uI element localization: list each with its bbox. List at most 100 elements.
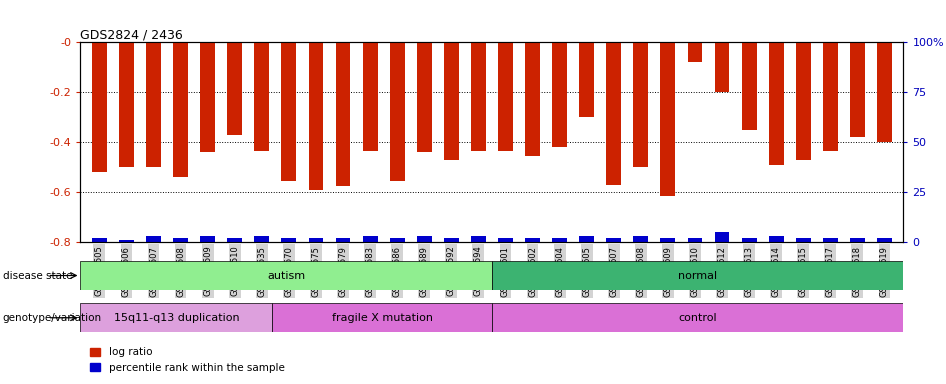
Text: GSM176579: GSM176579 [339,246,347,296]
Bar [742,238,757,242]
Text: disease state: disease state [3,270,72,281]
Text: GSM176508: GSM176508 [176,246,185,296]
Text: autism: autism [267,270,306,281]
Text: GSM176602: GSM176602 [528,246,537,296]
Bar [552,238,567,242]
Bar [417,42,431,152]
Text: GSM176619: GSM176619 [880,246,889,296]
Text: GSM176589: GSM176589 [420,246,429,296]
Bar [146,236,161,242]
Bar [660,238,675,242]
Bar [850,42,865,137]
Bar [606,238,622,242]
Bar [634,42,648,167]
Bar [362,236,377,242]
Bar [606,42,622,185]
Bar [492,303,903,332]
Bar [308,238,324,242]
Text: GSM176615: GSM176615 [798,246,808,296]
Bar [492,261,903,290]
Bar [92,42,107,172]
Bar [796,238,811,242]
Text: GSM176592: GSM176592 [447,246,456,296]
Bar [525,42,540,156]
Bar [552,42,567,147]
Text: GSM176608: GSM176608 [637,246,645,297]
Bar [579,42,594,117]
Bar [281,238,296,242]
Bar [714,232,729,242]
Bar [201,42,215,152]
Text: GSM176575: GSM176575 [311,246,321,296]
Text: GSM176607: GSM176607 [609,246,619,297]
Bar [498,42,513,151]
Text: GSM176618: GSM176618 [853,246,862,297]
Bar [119,42,134,167]
Bar [769,42,783,165]
Text: GSM176535: GSM176535 [257,246,267,296]
Bar [390,42,405,181]
Text: GDS2824 / 2436: GDS2824 / 2436 [80,28,184,41]
Bar [525,238,540,242]
Text: GSM176612: GSM176612 [717,246,727,296]
Bar [471,236,486,242]
Bar [173,238,188,242]
Bar [877,238,892,242]
Text: GSM176583: GSM176583 [365,246,375,297]
Bar [823,42,838,151]
Bar [336,238,350,242]
Text: GSM176505: GSM176505 [95,246,104,296]
Bar [634,236,648,242]
Bar [227,238,242,242]
Text: GSM176613: GSM176613 [745,246,754,297]
Text: GSM176609: GSM176609 [663,246,673,296]
Text: 15q11-q13 duplication: 15q11-q13 duplication [114,313,239,323]
Bar [146,42,161,167]
Bar [471,42,486,151]
Bar [742,42,757,130]
Text: GSM176604: GSM176604 [555,246,564,296]
Bar [877,42,892,142]
Bar [173,42,188,177]
Text: fragile X mutation: fragile X mutation [332,313,432,323]
Bar [336,42,350,186]
Text: GSM176605: GSM176605 [582,246,591,296]
Bar [688,42,703,62]
Bar [417,236,431,242]
Bar [227,42,242,135]
Bar [281,42,296,181]
Text: GSM176506: GSM176506 [122,246,131,296]
Text: GSM176594: GSM176594 [474,246,482,296]
Bar [80,261,492,290]
Bar [254,236,270,242]
Text: normal: normal [678,270,717,281]
Text: GSM176510: GSM176510 [230,246,239,296]
Bar [272,303,492,332]
Bar [119,240,134,242]
Bar [444,238,459,242]
Text: GSM176570: GSM176570 [285,246,293,296]
Bar [92,238,107,242]
Text: GSM176614: GSM176614 [772,246,780,296]
Legend: log ratio, percentile rank within the sample: log ratio, percentile rank within the sa… [86,343,289,377]
Text: GSM176507: GSM176507 [149,246,158,296]
Bar [850,238,865,242]
Bar [362,42,377,151]
Text: control: control [678,313,717,323]
Bar [714,42,729,92]
Bar [444,42,459,160]
Text: genotype/variation: genotype/variation [3,313,102,323]
Bar [498,238,513,242]
Bar [201,236,215,242]
Bar [688,238,703,242]
Text: GSM176610: GSM176610 [691,246,699,296]
Bar [660,42,675,196]
Bar [769,236,783,242]
Bar [308,42,324,190]
Text: GSM176601: GSM176601 [501,246,510,296]
Bar [254,42,270,151]
Bar [796,42,811,160]
Text: GSM176586: GSM176586 [393,246,402,297]
Bar [80,303,272,332]
Text: GSM176509: GSM176509 [203,246,212,296]
